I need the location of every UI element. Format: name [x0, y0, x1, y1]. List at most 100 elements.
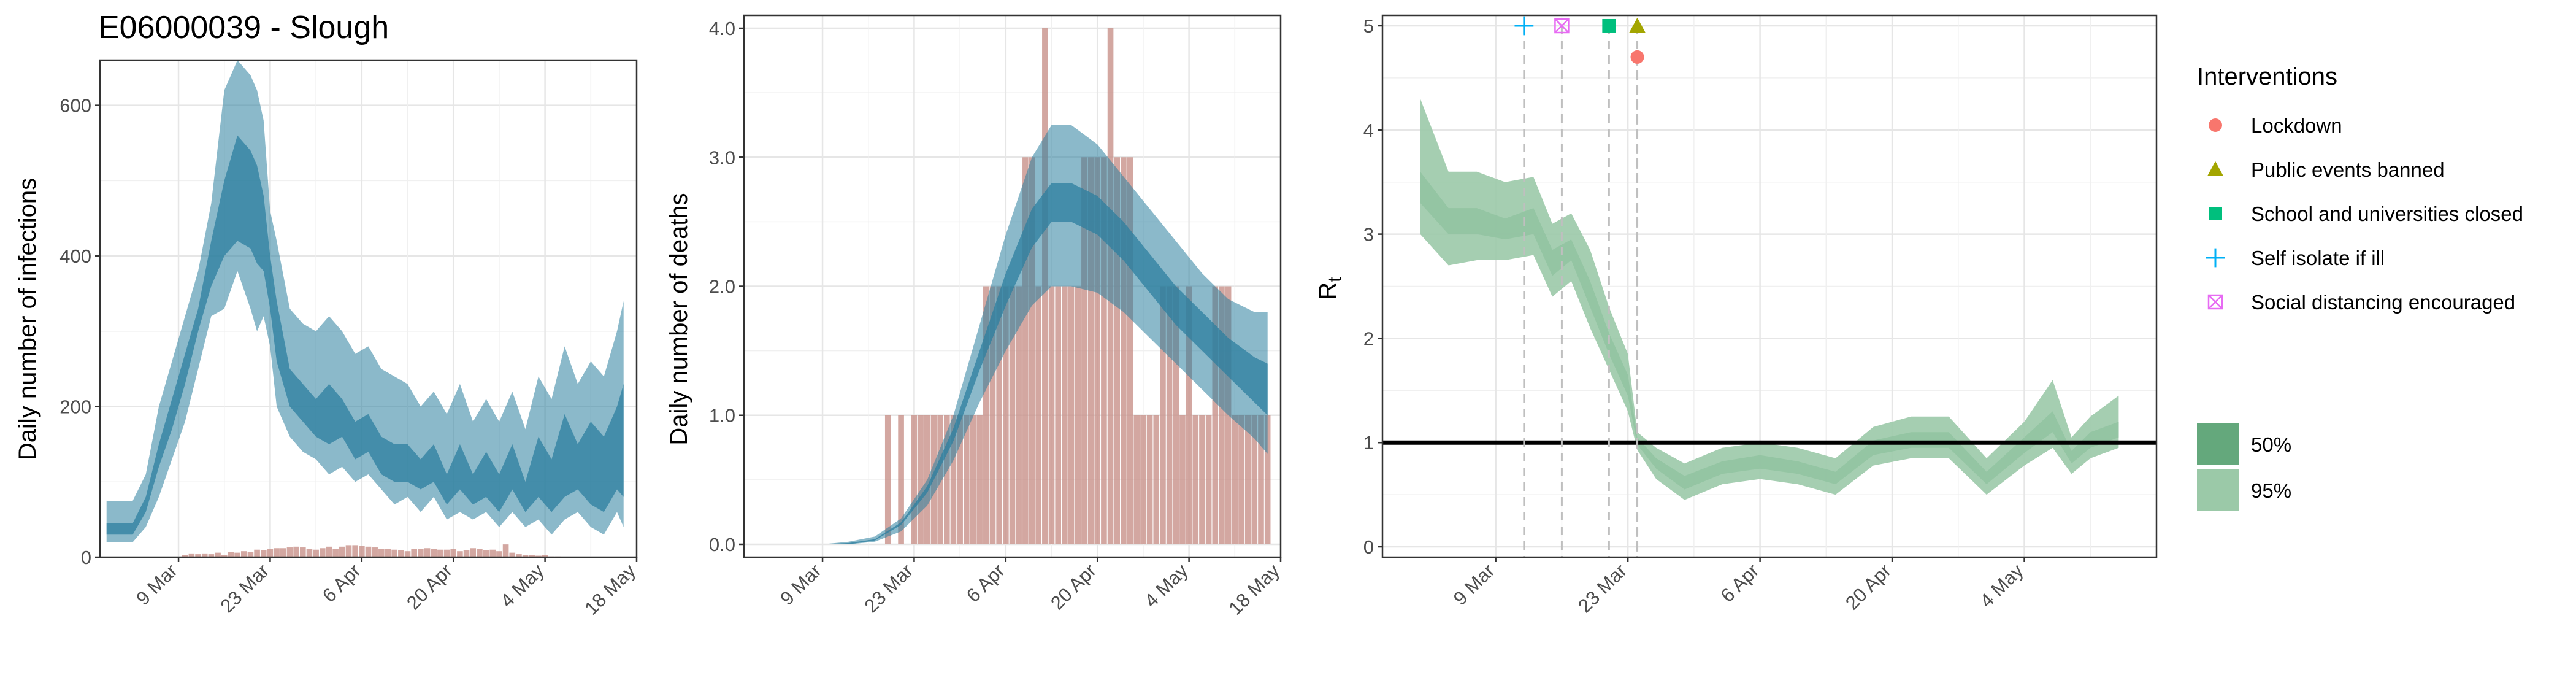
data-bar: [260, 550, 267, 557]
data-bar: [1094, 157, 1101, 544]
data-bar: [1075, 286, 1081, 544]
x-tick-label: 6 Apr: [1717, 560, 1763, 606]
data-bar: [1238, 415, 1244, 544]
data-bar: [943, 415, 950, 544]
data-bar: [443, 549, 450, 557]
legend-label: 50%: [2251, 433, 2291, 456]
data-bar: [326, 546, 332, 557]
data-bar: [924, 415, 930, 544]
x-tick-label: 4 May: [1976, 560, 2028, 612]
data-bar: [411, 549, 417, 557]
band-50pct: [770, 183, 1268, 544]
x-tick-label: 23 Mar: [860, 560, 917, 617]
chart-title: E06000039 - Slough: [98, 10, 389, 45]
data-bar: [964, 415, 970, 544]
data-bar: [404, 551, 411, 557]
data-bar: [398, 550, 404, 557]
data-bar: [352, 545, 358, 557]
legend-label: Public events banned: [2251, 158, 2445, 181]
data-bar: [1055, 286, 1061, 544]
x-tick-label: 9 Mar: [132, 560, 182, 609]
data-bar: [1225, 286, 1232, 544]
data-bar: [240, 551, 247, 557]
data-bar: [1264, 415, 1271, 544]
data-bar: [496, 551, 502, 557]
data-bar: [228, 552, 234, 557]
y-tick-label: 1: [1363, 432, 1374, 453]
data-bar: [1146, 415, 1153, 544]
data-bar: [332, 549, 339, 557]
legend-label: School and universities closed: [2251, 203, 2523, 225]
x-tick-label: 6 Apr: [318, 560, 365, 606]
x-tick-label: 18 May: [580, 560, 640, 619]
data-bar: [345, 545, 352, 557]
data-bar: [201, 553, 208, 557]
data-bar: [989, 286, 996, 544]
data-bar: [1173, 286, 1179, 544]
data-bar: [976, 415, 983, 544]
data-bar: [489, 549, 496, 557]
data-bar: [424, 548, 431, 557]
legend-marker: [2209, 118, 2222, 132]
y-tick-label: 200: [59, 396, 91, 418]
data-bar: [391, 549, 397, 557]
intervention-marker: [1630, 50, 1644, 64]
data-bar: [339, 546, 345, 557]
data-bar: [320, 548, 326, 557]
data-bar: [516, 554, 522, 557]
rt-ylabel: Rt: [1314, 277, 1345, 300]
data-bar: [182, 555, 188, 557]
data-bar: [1153, 415, 1160, 544]
data-bar: [195, 554, 201, 557]
data-bar: [463, 550, 470, 557]
data-bar: [470, 548, 477, 557]
legend-label: Social distancing encouraged: [2251, 291, 2515, 314]
data-bar: [1199, 415, 1205, 544]
y-tick-label: 600: [59, 95, 91, 117]
data-bar: [1022, 157, 1029, 544]
data-bar: [1186, 286, 1192, 544]
data-bar: [457, 551, 463, 557]
data-bar: [918, 415, 924, 544]
y-tick-label: 0: [81, 547, 91, 568]
panel-border: [99, 59, 638, 558]
infections-panel: 0 200 400 600 9 Mar 23 Mar 6 Apr 20 Apr 4 May 18 …: [59, 59, 640, 619]
data-bar: [884, 415, 891, 544]
x-tick-label: 20 Apr: [402, 560, 456, 614]
interventions-legend-title: Interventions: [2197, 63, 2337, 90]
data-bar: [437, 549, 443, 557]
data-bar: [418, 549, 424, 557]
y-tick-label: 400: [59, 245, 91, 267]
data-bar: [359, 546, 365, 557]
y-tick-label: 1.0: [709, 405, 735, 426]
data-bar: [1212, 286, 1219, 544]
data-bar: [1068, 286, 1075, 544]
data-bar: [950, 415, 957, 544]
legend-label: Lockdown: [2251, 114, 2342, 137]
data-bar: [509, 552, 516, 557]
data-bar: [1179, 415, 1186, 544]
legend-marker: [2206, 248, 2225, 268]
data-bar: [254, 549, 260, 557]
data-bar: [1192, 415, 1199, 544]
data-bar: [306, 549, 313, 557]
data-bar: [1003, 286, 1009, 544]
legend-label: 95%: [2251, 479, 2291, 502]
data-bar: [293, 546, 299, 557]
data-bar: [299, 547, 306, 557]
data-bar: [1232, 415, 1238, 544]
data-bar: [1048, 286, 1055, 544]
data-bar: [1087, 157, 1094, 544]
data-bar: [898, 415, 904, 544]
data-bar: [1035, 286, 1041, 544]
y-tick-label: 4: [1363, 120, 1374, 141]
data-bar: [970, 415, 976, 544]
y-tick-label: 5: [1363, 15, 1374, 37]
data-bar: [957, 415, 963, 544]
legend-marker: [2207, 161, 2224, 176]
data-bar: [1166, 286, 1173, 544]
y-tick-label: 4.0: [709, 18, 735, 39]
band-50pct: [106, 135, 624, 535]
legend-label: Self isolate if ill: [2251, 247, 2385, 269]
x-tick-label: 20 Apr: [1841, 560, 1895, 614]
